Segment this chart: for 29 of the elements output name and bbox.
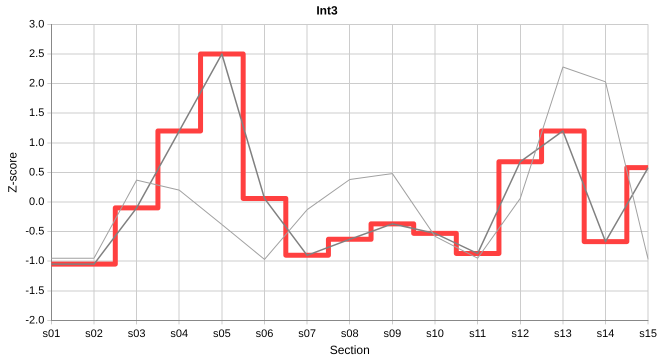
y-tick-label: 1.0 bbox=[29, 136, 44, 149]
x-tick-label: s13 bbox=[554, 328, 572, 340]
y-tick-label: 2.0 bbox=[29, 78, 44, 90]
x-tick-label: s14 bbox=[596, 328, 614, 340]
x-tick-label: s15 bbox=[639, 328, 658, 340]
chart-title: Int3 bbox=[316, 4, 338, 18]
y-tick-label: -1.5 bbox=[25, 284, 44, 297]
x-tick-label: s01 bbox=[42, 328, 60, 340]
x-tick-label: s04 bbox=[170, 328, 188, 340]
y-tick-label: 0.5 bbox=[29, 166, 44, 178]
y-tick-label: 2.5 bbox=[29, 48, 44, 60]
y-tick-label: 3.0 bbox=[29, 18, 44, 30]
x-tick-label: s02 bbox=[85, 328, 103, 340]
x-tick-label: s06 bbox=[256, 328, 274, 340]
x-tick-label: s05 bbox=[212, 328, 231, 340]
y-tick-label: -1.0 bbox=[25, 255, 44, 268]
y-axis-title: Z-score bbox=[6, 152, 20, 193]
x-tick-label: s07 bbox=[298, 328, 316, 340]
y-tick-label: 0.0 bbox=[29, 196, 44, 208]
y-tick-label: -2.0 bbox=[25, 314, 44, 326]
x-tick-label: s10 bbox=[426, 328, 444, 340]
x-tick-label: s09 bbox=[383, 328, 402, 340]
x-tick-label: s11 bbox=[469, 328, 486, 340]
y-tick-label: -0.5 bbox=[25, 226, 44, 238]
y-tick-label: 1.5 bbox=[29, 107, 44, 120]
x-tick-label: s03 bbox=[128, 328, 146, 340]
x-tick-label: s08 bbox=[340, 328, 359, 340]
x-tick-label: s12 bbox=[511, 328, 530, 340]
x-axis-title: Section bbox=[330, 343, 370, 358]
